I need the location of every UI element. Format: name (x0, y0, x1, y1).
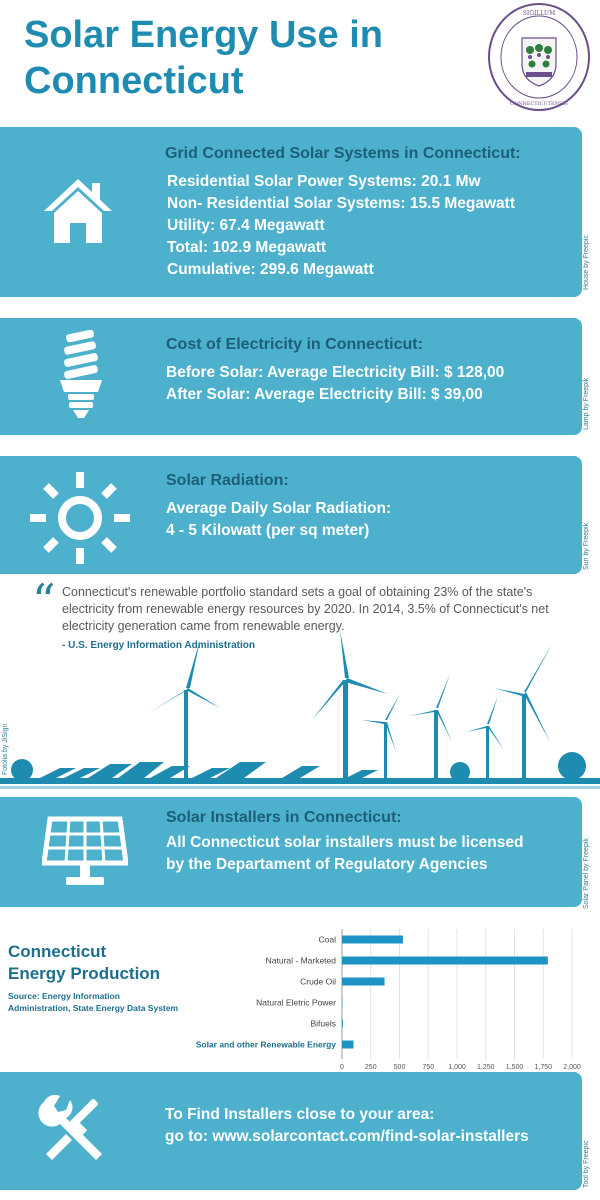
find-installers-panel: To Find Installers close to your area: g… (0, 1072, 590, 1190)
grid-total: Total: 102.9 Megawatt (167, 239, 327, 256)
house-credit: House by Freepic (583, 235, 590, 290)
house-icon (44, 179, 112, 243)
tick-label: 0 (340, 1064, 344, 1070)
tick-label: 1,250 (477, 1064, 495, 1070)
category-label: Coal (319, 935, 337, 945)
installers-panel: Solar Installers in Connecticut: All Con… (0, 797, 590, 909)
category-label: Natural - Marketed (266, 956, 337, 966)
category-label: Crude Oil (300, 977, 336, 987)
wind-farm-illustration (0, 630, 600, 789)
quote-text: Connecticut's renewable portfolio standa… (62, 585, 549, 633)
radiation-line-2: 4 - 5 Kilowatt (per sq meter) (166, 522, 370, 539)
svg-text:CONNECTICUTENSIS: CONNECTICUTENSIS (510, 101, 568, 107)
production-title: Connecticut Energy Production (8, 941, 178, 985)
installers-heading: Solar Installers in Connecticut: (166, 809, 402, 826)
bar (342, 977, 385, 986)
connecticut-seal-icon: SIGILLUM CONNECTICUTENSIS (488, 3, 590, 111)
bar (342, 1040, 354, 1049)
grid-heading: Grid Connected Solar Systems in Connecti… (165, 145, 521, 162)
tick-label: 1,500 (506, 1064, 524, 1070)
page-title: Solar Energy Use in Connecticut (24, 12, 464, 104)
radiation-heading: Solar Radiation: (166, 472, 289, 489)
tick-label: 750 (422, 1064, 434, 1070)
category-label: Solar and other Renewable Energy (196, 1040, 337, 1050)
tools-icon (38, 1094, 102, 1160)
find-line-2[interactable]: go to: www.solarcontact.com/find-solar-i… (165, 1128, 529, 1145)
cost-heading: Cost of Electricity in Connecticut: (166, 336, 423, 353)
production-source-line-2: Administration, State Energy Data System (8, 1003, 179, 1013)
cost-before-solar: Before Solar: Average Electricity Bill: … (166, 364, 505, 381)
bar (342, 1019, 343, 1028)
tick-label: 250 (365, 1064, 377, 1070)
production-source: Source: Energy Information Administratio… (8, 990, 208, 1014)
quote-source: - U.S. Energy Information Administration (62, 640, 255, 651)
radiation-line-1: Average Daily Solar Radiation: (166, 500, 392, 517)
tick-label: 500 (394, 1064, 406, 1070)
bar (342, 998, 343, 1007)
grid-non-residential: Non- Residential Solar Systems: 15.5 Meg… (167, 195, 515, 212)
solar-panel-credit: Solar Panel by Freepik (583, 838, 590, 909)
installers-line-1: All Connecticut solar installers must be… (166, 834, 524, 851)
sun-icon (30, 472, 130, 564)
tool-credit: Tool by Freepic (583, 1140, 590, 1188)
tick-label: 2,000 (563, 1064, 581, 1070)
cost-panel: Cost of Electricity in Connecticut: Befo… (0, 318, 590, 435)
bar (342, 935, 403, 944)
production-source-line-1: Source: Energy Information (8, 991, 120, 1001)
quote-mark-icon: “ (32, 574, 56, 628)
production-title-line-1: Connecticut (8, 942, 107, 961)
tick-label: 1,000 (448, 1064, 466, 1070)
lamp-icon (60, 330, 102, 418)
title-line-2: Connecticut (24, 60, 244, 102)
sun-credit: Sun by Freepik (583, 522, 590, 570)
fotolia-credit: Fotolia by JiSign (2, 723, 9, 775)
radiation-panel: Solar Radiation: Average Daily Solar Rad… (0, 456, 590, 574)
grid-cumulative: Cumulative: 299.6 Megawatt (167, 261, 374, 278)
energy-production-chart: 0 250 500 750 1,000 1,250 1,500 1,750 2,000 Coal N… (196, 929, 581, 1070)
tick-label: 1,750 (534, 1064, 552, 1070)
category-label: Natural Eletric Power (256, 998, 336, 1008)
category-label: Bifuels (310, 1019, 336, 1029)
installers-line-2: by the Departament of Regulatory Agencie… (166, 856, 488, 873)
production-title-line-2: Energy Production (8, 964, 161, 983)
grid-solar-panel: Grid Connected Solar Systems in Connecti… (0, 127, 590, 297)
bar (342, 956, 548, 965)
grid-utility: Utility: 67.4 Megawatt (167, 217, 325, 234)
cost-after-solar: After Solar: Average Electricity Bill: $… (166, 386, 483, 403)
lamp-credit: Lamp by Freepik (583, 377, 590, 430)
svg-text:SIGILLUM: SIGILLUM (523, 10, 555, 17)
find-line-1: To Find Installers close to your area: (165, 1106, 435, 1123)
title-line-1: Solar Energy Use in (24, 14, 384, 56)
solar-panel-icon (42, 816, 128, 885)
grid-residential: Residential Solar Power Systems: 20.1 Mw (167, 173, 481, 190)
